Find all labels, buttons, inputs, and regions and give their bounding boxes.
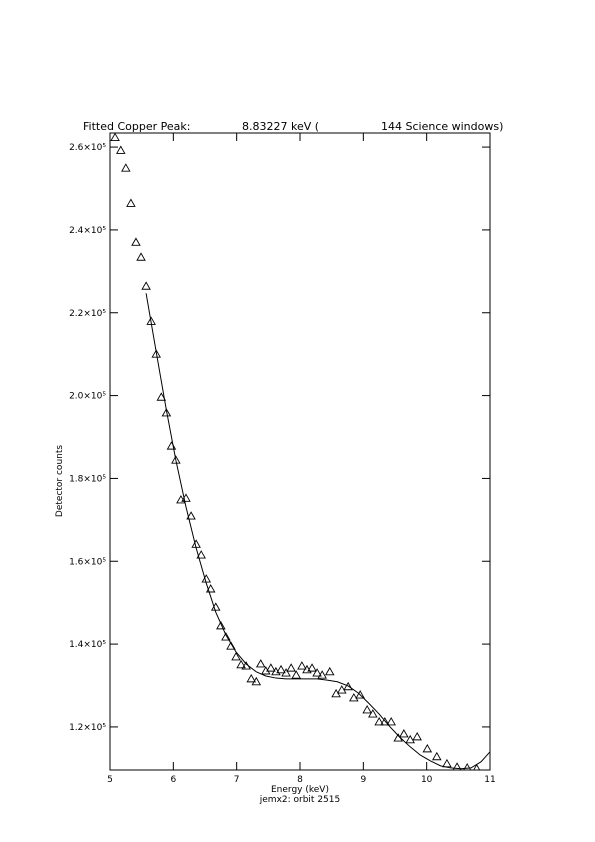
plot-area [110, 133, 490, 770]
data-point [276, 664, 286, 674]
data-point [286, 663, 296, 672]
title: 144 Science windows) [381, 120, 503, 133]
x-axis-label: Energy (keV) [271, 785, 329, 795]
y-tick-label: 2.0×10⁵ [69, 392, 106, 402]
fit-line [145, 293, 490, 770]
data-point [161, 408, 172, 417]
data-point [216, 620, 226, 630]
data-point [231, 652, 241, 661]
data-point [115, 145, 126, 154]
data-point [171, 455, 181, 464]
data-point [255, 659, 266, 668]
data-point [205, 584, 216, 593]
x-tick-label: 6 [170, 775, 176, 785]
data-point [226, 641, 236, 650]
data-point [343, 681, 353, 691]
title: 8.83227 keV ( [242, 120, 319, 133]
data-point [291, 670, 301, 679]
x-tick-label: 7 [234, 775, 240, 785]
data-point [362, 705, 372, 714]
data-point [136, 252, 146, 261]
data-point [399, 729, 409, 738]
y-tick-label: 1.6×10⁵ [69, 557, 106, 567]
subtitle: jemx2: orbit 2515 [259, 795, 340, 805]
title: Fitted Copper Peak: [83, 120, 190, 133]
data-point [473, 763, 481, 770]
data-point [126, 198, 136, 207]
data-point [121, 163, 131, 172]
data-point [412, 731, 422, 741]
data-point [297, 661, 307, 670]
data-point [368, 709, 378, 718]
data-point [432, 751, 442, 761]
data-point [281, 668, 291, 677]
data-point [374, 717, 384, 726]
data-point [251, 676, 262, 686]
y-tick-label: 1.8×10⁵ [69, 474, 106, 484]
y-tick-label: 1.2×10⁵ [69, 723, 106, 733]
data-point [246, 673, 257, 683]
data-point [110, 133, 120, 142]
x-tick-label: 11 [484, 775, 495, 785]
data-point [131, 237, 141, 246]
data-point [355, 690, 365, 699]
y-tick-label: 1.4×10⁵ [69, 640, 106, 650]
data-point [317, 670, 327, 679]
data-point [405, 734, 415, 744]
data-point [236, 659, 246, 669]
data-point [196, 550, 206, 559]
data-point [312, 668, 322, 677]
data-point [349, 693, 359, 702]
data-point [380, 717, 390, 726]
data-point [141, 281, 151, 290]
data-point [422, 743, 433, 753]
x-tick-label: 5 [107, 775, 113, 785]
y-tick-label: 2.2×10⁵ [69, 309, 106, 319]
data-point [307, 663, 317, 672]
data-point [324, 666, 335, 676]
data-point [221, 632, 231, 641]
x-tick-label: 8 [297, 775, 303, 785]
data-point [261, 666, 271, 675]
data-point [186, 511, 196, 520]
data-point [463, 763, 472, 770]
data-point [386, 717, 396, 726]
y-axis-label: Detector counts [55, 445, 65, 517]
y-tick-label: 2.6×10⁵ [69, 143, 106, 153]
data-point [151, 349, 162, 358]
data-point [452, 762, 462, 770]
x-tick-label: 10 [421, 775, 433, 785]
y-tick-label: 2.4×10⁵ [69, 226, 106, 236]
x-tick-label: 9 [360, 775, 366, 785]
data-point [266, 663, 276, 672]
data-point [156, 392, 167, 401]
